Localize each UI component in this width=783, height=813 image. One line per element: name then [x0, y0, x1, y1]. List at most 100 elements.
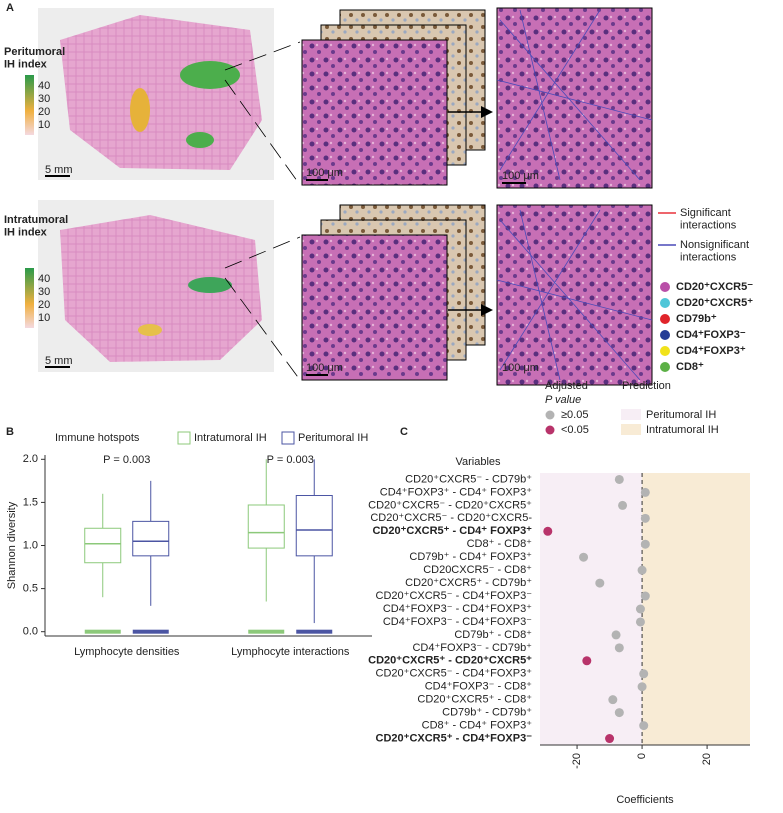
- legend-label: CD8⁺: [676, 361, 704, 373]
- outlier: [132, 629, 169, 634]
- y-header: Variables: [455, 456, 501, 468]
- y-tick-label: 2.0: [23, 453, 38, 465]
- panel-b: 0.0 0.5 1.0 1.5 2.0 Shannon diversity Immune h…: [6, 431, 372, 658]
- y-tick-label: CD79b⁺ - CD4⁺ FOXP3⁺: [409, 551, 532, 563]
- legend-label: Peritumoral IH: [646, 409, 716, 421]
- x-tick-label: Lymphocyte densities: [74, 646, 180, 658]
- legend-title: P value: [545, 394, 581, 406]
- y-tick-label: CD20CXCR5⁻ - CD8⁺: [423, 564, 532, 576]
- dot: [582, 656, 592, 666]
- colorbar-tick: 30: [38, 286, 50, 298]
- box: [295, 495, 333, 557]
- scale-label: 5 mm: [45, 164, 73, 176]
- legend-label: Nonsignificant interactions: [680, 239, 749, 264]
- colorbar-tick: 10: [38, 312, 50, 324]
- dot: [640, 513, 650, 523]
- colorbar-tick: 40: [38, 80, 50, 92]
- legend-dot: [660, 314, 670, 324]
- panel-label: C: [400, 426, 408, 438]
- colorbar-tick: 40: [38, 273, 50, 285]
- legend-dot: [545, 425, 555, 435]
- dot: [637, 682, 647, 692]
- legend-dot: [660, 330, 670, 340]
- dot: [635, 604, 645, 614]
- outlier: [296, 629, 333, 634]
- y-tick-label: CD20⁺CXCR5⁺ - CD20⁺CXCR5⁺: [368, 655, 532, 667]
- outlier: [248, 629, 285, 634]
- y-tick-label: CD4⁺FOXP3⁺ - CD4⁺ FOXP3⁺: [380, 486, 532, 498]
- dot: [635, 617, 645, 627]
- annotation: P = 0.003: [267, 454, 314, 466]
- micrographs: [224, 7, 653, 386]
- y-tick-label: CD20⁺CXCR5⁺ - CD79b⁺: [405, 577, 532, 589]
- legend-dot: [660, 362, 670, 372]
- colorbar-tick: 30: [38, 93, 50, 105]
- panel-label: B: [6, 426, 14, 438]
- y-tick-label: CD20⁺CXCR5⁻ - CD20⁺CXCR5-: [370, 512, 532, 524]
- region: [642, 473, 750, 745]
- panel-c: -20 0 20 Coefficients Variables Adjusted P val…: [368, 380, 750, 806]
- dot: [614, 708, 624, 718]
- dot: [543, 526, 553, 536]
- legend-dot: [660, 346, 670, 356]
- legend-swatch: [621, 409, 641, 420]
- box: [84, 527, 122, 564]
- dot: [611, 630, 621, 640]
- legend-label: CD4⁺FOXP3⁻: [676, 329, 746, 341]
- y-tick-label: CD20⁺CXCR5⁺ - CD4⁺FOXP3⁻: [376, 732, 533, 744]
- y-tick-label: CD20⁺CXCR5⁺ - CD4⁺ FOXP3⁺: [372, 525, 532, 537]
- dot: [637, 565, 647, 575]
- legend-label: <0.05: [561, 424, 589, 436]
- y-tick-label: CD4⁺FOXP3⁻ - CD79b⁺: [412, 642, 532, 654]
- y-tick-label: CD20⁺CXCR5⁻ - CD4⁺FOXP3⁺: [376, 668, 533, 680]
- dot: [605, 734, 615, 744]
- x-tick-label: 0: [636, 753, 648, 759]
- legend-label: CD20⁺CXCR5⁺: [676, 297, 753, 309]
- legend-label: Significant interactions: [680, 207, 737, 232]
- box: [247, 504, 285, 549]
- scale-label: 100 μm: [502, 362, 539, 374]
- legend-label: ≥0.05: [561, 409, 588, 421]
- row-title: Intratumoral IH index: [4, 214, 68, 239]
- tissue-image: [25, 8, 274, 372]
- legend-swatch: [281, 431, 295, 445]
- legend-dot: [660, 298, 670, 308]
- dot: [639, 669, 649, 679]
- scale-label: 100 μm: [306, 362, 343, 374]
- legend-title: Adjusted: [545, 380, 588, 392]
- legend-label: CD4⁺FOXP3⁺: [676, 345, 746, 357]
- legend-label: Peritumoral IH: [298, 432, 368, 444]
- y-tick-label: 0.5: [23, 583, 38, 595]
- colorbar-tick: 10: [38, 119, 50, 131]
- axis-title: Shannon diversity: [6, 501, 18, 589]
- scale-label: 100 μm: [502, 170, 539, 182]
- y-tick-label: CD8⁺ - CD4⁺ FOXP3⁺: [422, 719, 533, 731]
- y-tick-label: 0.0: [23, 626, 38, 638]
- dot: [640, 539, 650, 549]
- y-tick-label: CD20⁺CXCR5⁻ - CD79b⁺: [405, 473, 532, 485]
- y-tick-label: CD4⁺FOXP3⁻ - CD4⁺FOXP3⁺: [383, 603, 532, 615]
- dot: [640, 591, 650, 601]
- outlier: [84, 629, 121, 634]
- y-tick-label: CD20⁺CXCR5⁻ - CD20⁺CXCR5⁺: [368, 499, 532, 511]
- dot: [614, 643, 624, 653]
- dot: [640, 487, 650, 497]
- x-tick-label: Lymphocyte interactions: [231, 646, 350, 658]
- annotation: P = 0.003: [103, 454, 150, 466]
- dot: [614, 474, 624, 484]
- y-tick-label: CD79b⁺ - CD8⁺: [454, 629, 532, 641]
- legend-label: CD20⁺CXCR5⁻: [676, 281, 753, 293]
- dot: [579, 552, 589, 562]
- dot: [595, 578, 605, 588]
- dot: [639, 721, 649, 731]
- panel-label: A: [6, 2, 14, 14]
- box: [132, 520, 170, 557]
- axis-title: Coefficients: [616, 794, 674, 806]
- colorbar-tick: 20: [38, 106, 50, 118]
- x-tick-label: -20: [571, 753, 583, 769]
- y-tick-label: CD20⁺CXCR5⁺ - CD8⁺: [417, 694, 532, 706]
- scale-label: 5 mm: [45, 355, 73, 367]
- row-title: Peritumoral IH index: [4, 46, 65, 71]
- dot: [608, 695, 618, 705]
